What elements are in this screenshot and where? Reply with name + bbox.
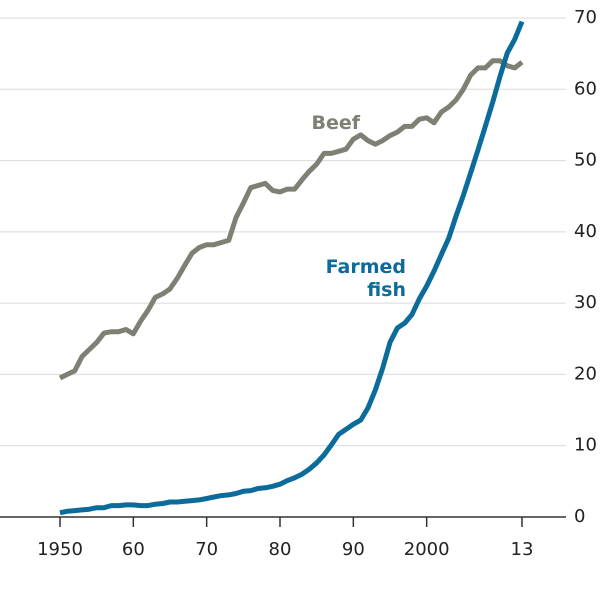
x-tick-label: 2000: [404, 539, 450, 560]
y-tick-label: 50: [574, 150, 597, 171]
x-tick-label: 1950: [37, 539, 83, 560]
y-tick-label: 70: [574, 7, 597, 28]
x-tick-label: 90: [342, 539, 365, 560]
x-tick-label: 13: [511, 539, 534, 560]
x-tick-label: 70: [195, 539, 218, 560]
y-tick-label: 10: [574, 435, 597, 456]
series-line: [58, 58, 524, 381]
y-tick-label: 20: [574, 363, 597, 384]
y-tick-label: 0: [574, 506, 585, 527]
y-tick-label: 30: [574, 292, 597, 313]
x-tick-label: 80: [269, 539, 292, 560]
y-tick-label: 60: [574, 78, 597, 99]
y-tick-label: 40: [574, 221, 597, 242]
series-line: [59, 20, 525, 516]
x-tick-label: 60: [122, 539, 145, 560]
series-label: Beef: [311, 112, 360, 134]
series-label: Farmed fish: [325, 256, 406, 301]
